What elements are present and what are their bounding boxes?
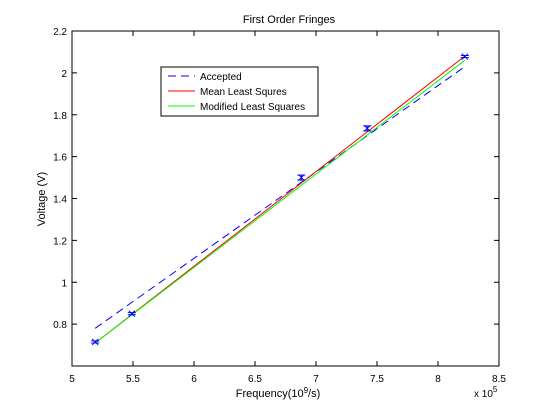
x-tick-label: 6.5: [248, 374, 262, 385]
marker-stroke: [128, 310, 136, 318]
legend-items: Accepted Mean Least Squres Modified Least …: [168, 72, 305, 113]
y-tick-label: 1.8: [53, 111, 67, 122]
x-tick-label: 7.5: [370, 374, 384, 385]
series-line: [94, 55, 466, 344]
marker-stroke: [298, 174, 305, 181]
x-axis-label: Frequency(109/s): [236, 386, 321, 400]
data-point: [460, 53, 469, 60]
marker-stroke: [91, 338, 99, 346]
y-tick-label: 2.2: [53, 27, 67, 38]
x-tick-label: 8.5: [492, 374, 506, 385]
data-point: [91, 338, 100, 346]
marker-stroke: [363, 125, 371, 132]
marker-stroke: [461, 53, 469, 60]
data-point: [297, 174, 306, 181]
x-tick-label: 5: [69, 374, 75, 385]
data-points-layer: [91, 53, 469, 346]
data-point: [127, 310, 136, 318]
y-tick-label: 1.4: [53, 195, 67, 206]
series-layer: [94, 55, 466, 344]
y-axis: 0.8 1 1.2 1.4 1.6 1.8 2 2.2: [53, 27, 499, 331]
legend-label: Accepted: [200, 72, 242, 83]
y-tick-label: 1.2: [53, 236, 67, 247]
x-tick-label: 5.5: [126, 374, 140, 385]
series-line: [94, 66, 466, 329]
data-point: [363, 125, 372, 132]
x-axis-multiplier: x 105: [474, 385, 498, 400]
y-tick-label: 1.6: [53, 153, 67, 164]
y-tick-label: 1: [61, 278, 67, 289]
chart-title: First Order Fringes: [243, 14, 336, 26]
x-axis: 5 5.5 6 6.5 7 7.5 8 8.5: [69, 31, 506, 385]
legend: Accepted Mean Least Squres Modified Least …: [160, 66, 319, 117]
legend-label: Modified Least Squares: [200, 102, 305, 113]
x-tick-label: 6: [191, 374, 197, 385]
x-tick-label: 7: [313, 374, 319, 385]
y-axis-label: Voltage (V): [36, 172, 48, 226]
y-tick-label: 2: [61, 69, 67, 80]
legend-label: Mean Least Squres: [200, 87, 287, 98]
x-tick-label: 8: [435, 374, 441, 385]
y-tick-label: 0.8: [53, 320, 67, 331]
series-line: [94, 59, 466, 344]
